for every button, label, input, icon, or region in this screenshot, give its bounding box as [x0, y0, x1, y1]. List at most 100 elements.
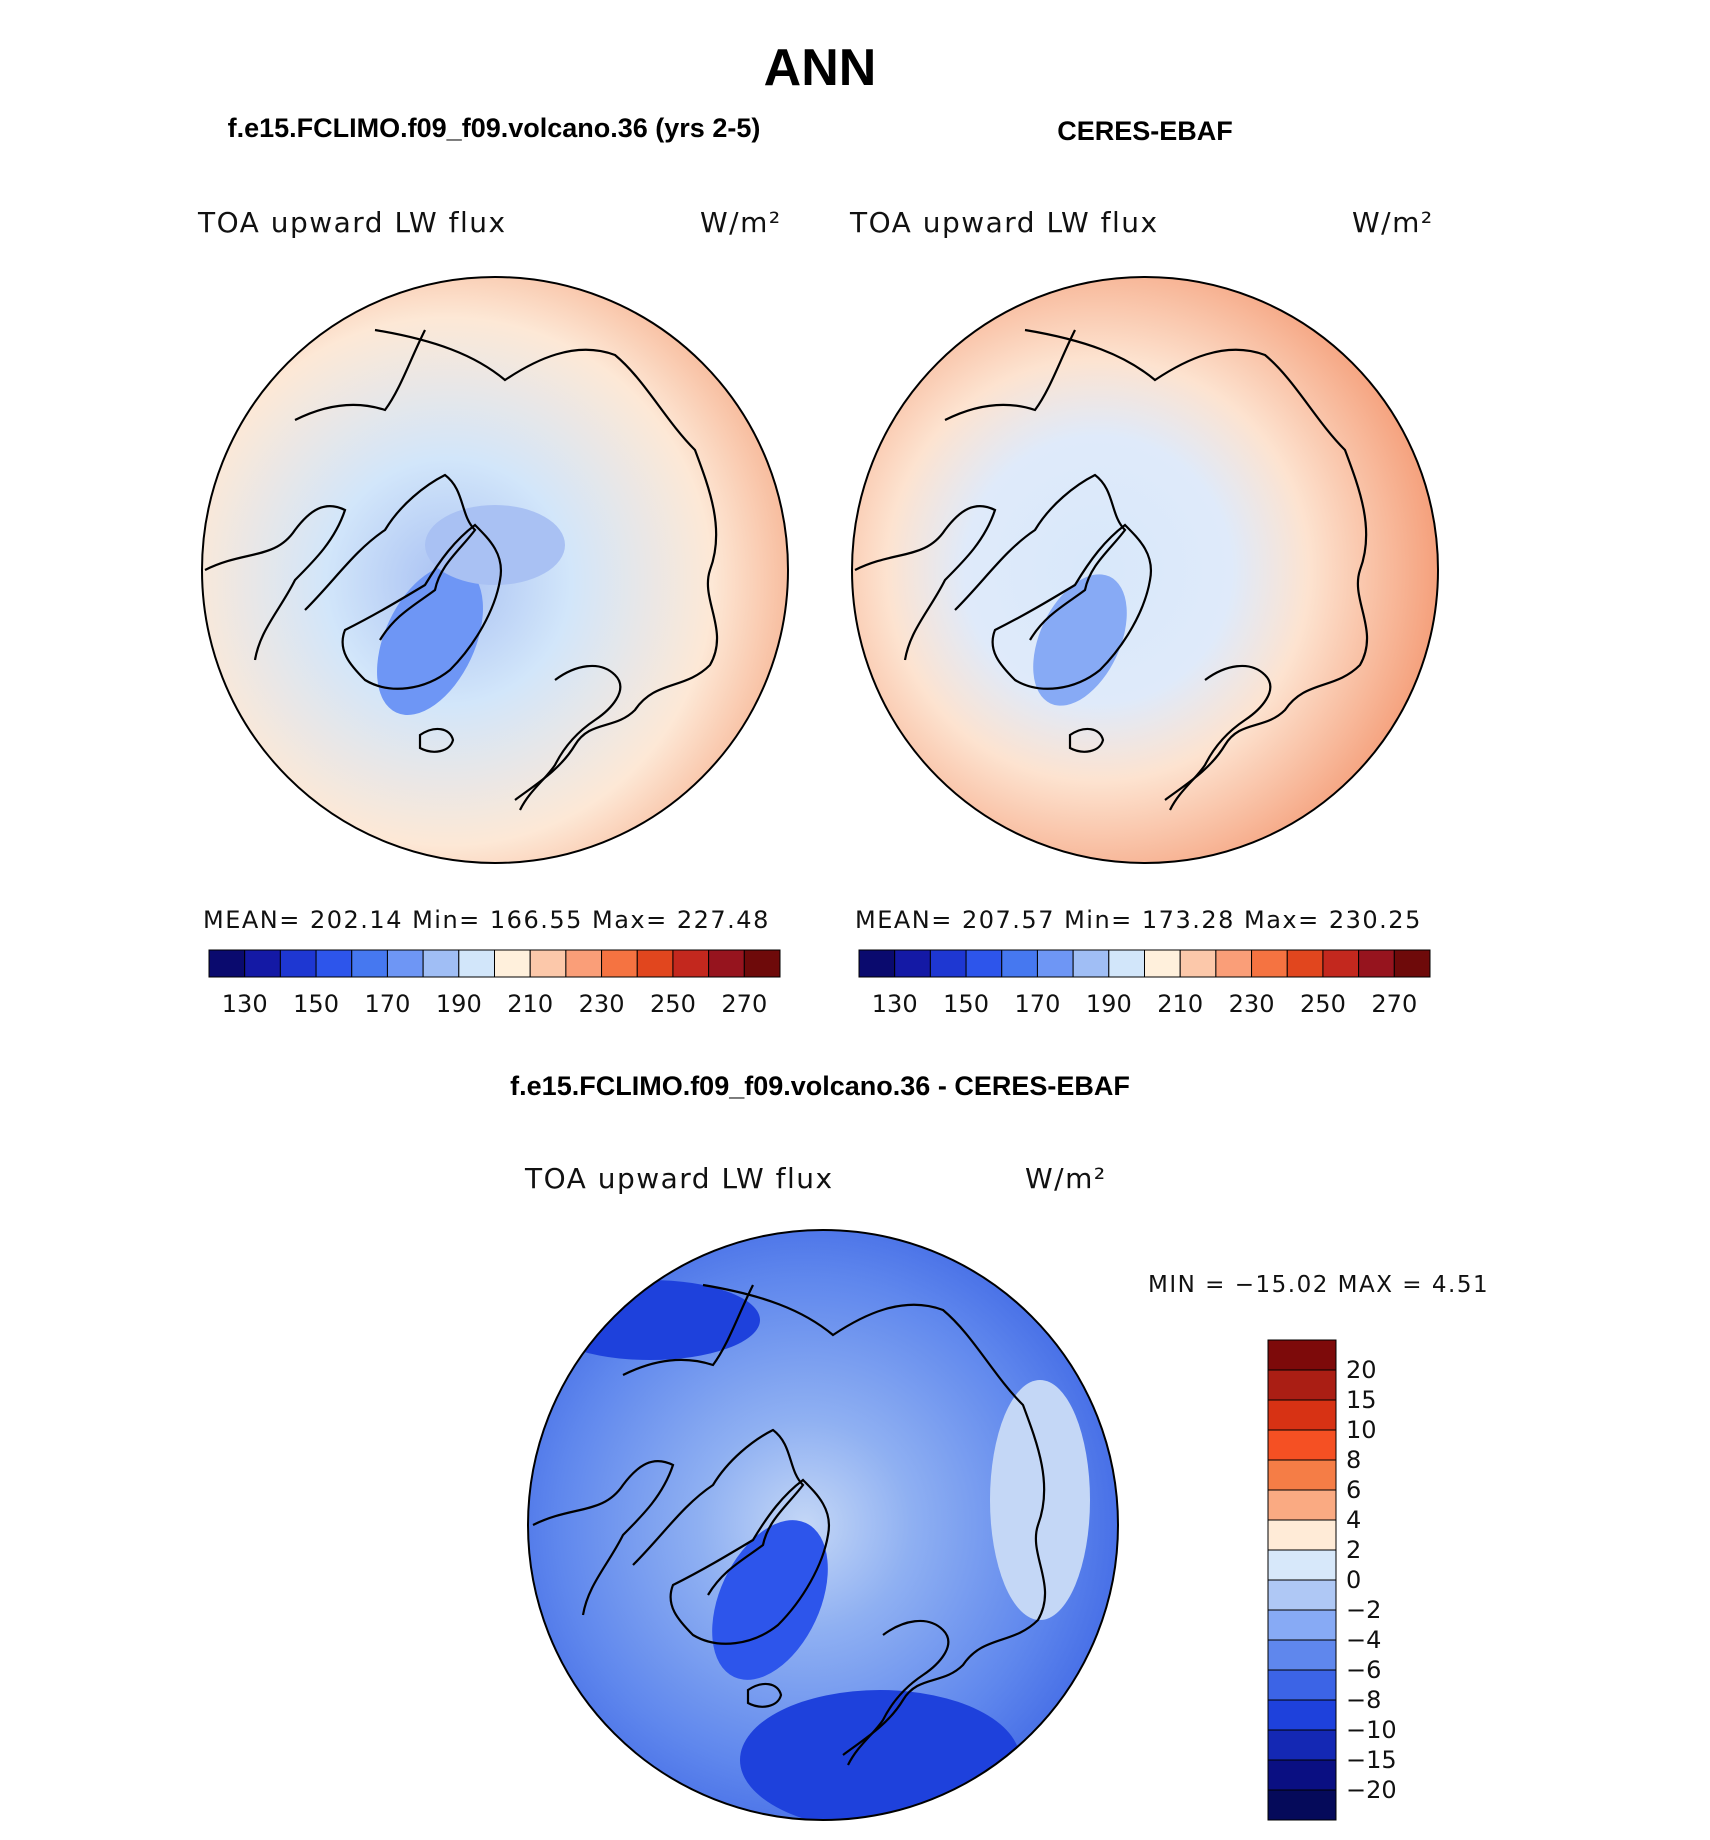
- panel-obs-stats: MEAN= 207.57 Min= 173.28 Max= 230.25: [855, 906, 1422, 934]
- panel-obs-units: W/m²: [1352, 206, 1434, 239]
- panel-obs-variable: TOA upward LW flux: [849, 206, 1159, 239]
- panel-obs-colorbar-box: [1286, 949, 1324, 978]
- panel-model-colorbar: 130 150 170 190 210 230 250 270: [208, 949, 781, 1018]
- panel-obs-colorbar-box: [1072, 949, 1110, 978]
- panel-model-variable: TOA upward LW flux: [197, 206, 507, 239]
- panel-obs-colorbar-box: [1393, 949, 1431, 978]
- panel-obs-colorbar-box: [1215, 949, 1253, 978]
- panel-diff-colorbar-tick-label: −10: [1346, 1716, 1397, 1744]
- panel-model-units: W/m²: [700, 206, 782, 239]
- panel-diff-colorbar-box: [1267, 1429, 1337, 1461]
- panel-diff-colorbar-tick-label: 15: [1346, 1386, 1377, 1414]
- panel-obs-colorbar-box: [1036, 949, 1074, 978]
- panel-diff-colorbar-box: [1267, 1519, 1337, 1551]
- panel-obs-colorbar-tick-label: 230: [1229, 990, 1275, 1018]
- panel-diff-siberia-low: [540, 1280, 760, 1360]
- panel-diff-colorbar-tick-label: 8: [1346, 1446, 1361, 1474]
- panel-diff-colorbar-box: [1267, 1549, 1337, 1581]
- panel-model-arctic-low: [425, 505, 565, 585]
- panel-diff-colorbar-box: [1267, 1729, 1337, 1761]
- panel-obs-map: [852, 277, 1438, 863]
- panel-diff-colorbar-tick-label: −15: [1346, 1746, 1397, 1774]
- panel-model-colorbar-tick-label: 250: [650, 990, 696, 1018]
- panel-obs-colorbar-tick-label: 170: [1015, 990, 1061, 1018]
- panel-diff-colorbar-tick-label: −2: [1346, 1596, 1381, 1624]
- panel-obs-colorbar-box: [1251, 949, 1288, 978]
- panel-model: f.e15.FCLIMO.f09_f09.volcano.36 (yrs 2-5…: [197, 113, 789, 1018]
- panel-diff-colorbar-box: [1267, 1489, 1337, 1521]
- panel-obs-colorbar: 130 150 170 190 210 230 250 270: [858, 949, 1431, 1018]
- panel-diff-colorbar-tick-label: 0: [1346, 1566, 1361, 1594]
- panel-model-stats: MEAN= 202.14 Min= 166.55 Max= 227.48: [203, 906, 770, 934]
- panel-diff-colorbar-box: [1267, 1639, 1337, 1671]
- panel-diff-colorbar-box: [1267, 1759, 1337, 1791]
- panel-diff-scandinavia-low: [740, 1690, 1020, 1820]
- panel-model-colorbar-box: [208, 949, 246, 978]
- panel-model-colorbar-box: [672, 949, 710, 978]
- panel-model-title: f.e15.FCLIMO.f09_f09.volcano.36 (yrs 2-5…: [228, 113, 761, 143]
- panel-model-colorbar-box: [565, 949, 603, 978]
- panel-diff-units: W/m²: [1025, 1162, 1107, 1195]
- panel-diff-colorbar-tick-label: 2: [1346, 1536, 1361, 1564]
- panel-diff-stats: MIN = −15.02 MAX = 4.51: [1148, 1272, 1489, 1298]
- panel-diff-colorbar-tick-label: 10: [1346, 1416, 1377, 1444]
- panel-diff-colorbar-box: [1267, 1609, 1337, 1641]
- panel-obs-colorbar-box: [1001, 949, 1038, 978]
- season-title: ANN: [764, 39, 877, 97]
- panel-model-colorbar-box: [351, 949, 388, 978]
- panel-diff: f.e15.FCLIMO.f09_f09.volcano.36 - CERES-…: [510, 1071, 1489, 1821]
- panel-model-colorbar-box: [422, 949, 460, 978]
- panel-diff-colorbar-box: [1267, 1579, 1337, 1611]
- panel-diff-pacific-high: [990, 1380, 1090, 1620]
- panel-model-colorbar-tick-label: 270: [721, 990, 767, 1018]
- panel-model-colorbar-box: [743, 949, 781, 978]
- panel-model-colorbar-tick-label: 130: [222, 990, 268, 1018]
- panel-obs-colorbar-box: [1358, 949, 1395, 978]
- panel-obs-colorbar-box: [965, 949, 1003, 978]
- panel-diff-colorbar-tick-label: 20: [1346, 1356, 1377, 1384]
- panel-obs-boundary: [851, 276, 1439, 864]
- panel-diff-colorbar-tick-label: −20: [1346, 1776, 1397, 1804]
- panel-obs-colorbar-box: [894, 949, 931, 978]
- panel-obs-colorbar-box: [1179, 949, 1217, 978]
- panel-model-boundary: [201, 276, 789, 864]
- panel-model-colorbar-tick-label: 230: [579, 990, 625, 1018]
- panel-diff-map: [528, 1230, 1118, 1820]
- panel-model-greenland-low: [377, 565, 483, 715]
- panel-diff-title: f.e15.FCLIMO.f09_f09.volcano.36 - CERES-…: [510, 1071, 1130, 1101]
- panel-obs-greenland-low: [1033, 574, 1127, 706]
- panel-obs-colorbar-tick-label: 130: [872, 990, 918, 1018]
- panel-obs-colorbar-box: [1144, 949, 1181, 978]
- panel-diff-colorbar-tick-label: 4: [1346, 1506, 1361, 1534]
- panel-model-colorbar-box: [458, 949, 495, 978]
- panel-model-colorbar-box: [315, 949, 353, 978]
- panel-obs-colorbar-box: [858, 949, 896, 978]
- panel-model-colorbar-box: [244, 949, 281, 978]
- panel-model-colorbar-box: [279, 949, 317, 978]
- panel-diff-boundary: [527, 1229, 1119, 1821]
- panel-diff-colorbar-box: [1267, 1699, 1337, 1731]
- panel-model-colorbar-box: [494, 949, 531, 978]
- panel-obs-colorbar-tick-label: 210: [1157, 990, 1203, 1018]
- panel-diff-colorbar-tick-label: 6: [1346, 1476, 1361, 1504]
- panel-diff-colorbar-box: [1267, 1669, 1337, 1701]
- panel-diff-colorbar-tick-label: −6: [1346, 1656, 1381, 1684]
- panel-obs: CERES-EBAF TOA upward LW flux W/m² MEAN=…: [849, 116, 1439, 1018]
- panel-obs-colorbar-box: [1322, 949, 1360, 978]
- panel-obs-colorbar-box: [1108, 949, 1145, 978]
- panel-obs-title: CERES-EBAF: [1057, 116, 1233, 146]
- panel-model-colorbar-tick-label: 210: [507, 990, 553, 1018]
- panel-model-colorbar-box: [529, 949, 567, 978]
- panel-obs-colorbar-tick-label: 250: [1300, 990, 1346, 1018]
- panel-obs-colorbar-tick-label: 150: [943, 990, 989, 1018]
- panel-model-colorbar-box: [601, 949, 638, 978]
- panel-diff-colorbar-box: [1267, 1789, 1337, 1821]
- panel-obs-colorbar-tick-label: 270: [1371, 990, 1417, 1018]
- panel-diff-colorbar-tick-label: −4: [1346, 1626, 1381, 1654]
- panel-model-colorbar-box: [708, 949, 745, 978]
- panel-diff-colorbar-box: [1267, 1399, 1337, 1431]
- panel-diff-colorbar-box: [1267, 1339, 1337, 1371]
